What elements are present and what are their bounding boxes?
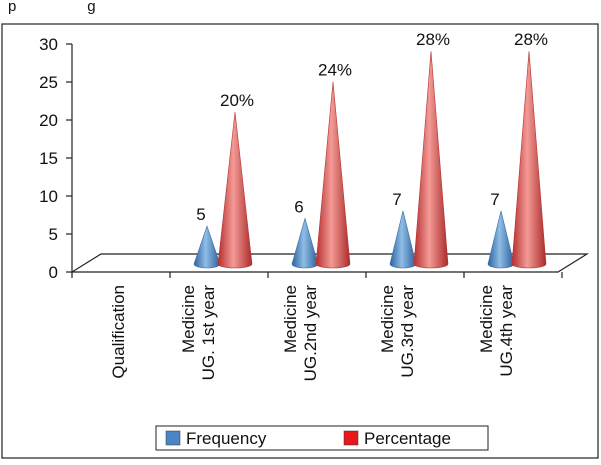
y-ticks: 0 5 10 15 20 25 30 <box>39 35 72 282</box>
data-labels: 5 6 7 7 20% 24% 28% 28% <box>196 30 548 224</box>
y-tick-label: 15 <box>39 149 58 168</box>
cones <box>193 51 547 269</box>
legend-label-frequency: Frequency <box>186 429 267 448</box>
data-label: 28% <box>416 30 450 49</box>
category-label-line: Medicine <box>378 285 397 353</box>
top-caption: p g <box>8 0 96 15</box>
category-label-line: UG. 1st year <box>199 285 218 381</box>
data-label: 5 <box>196 205 205 224</box>
y-tick-label: 10 <box>39 187 58 206</box>
y-tick-label: 30 <box>39 35 58 54</box>
cone-frequency-4 <box>487 210 515 269</box>
legend-box <box>155 425 489 451</box>
cone-percentage-4 <box>511 51 547 269</box>
category-label: MedicineUG. 1st year <box>179 285 218 381</box>
category-label: Qualification <box>109 285 128 379</box>
y-tick-label: 20 <box>39 111 58 130</box>
category-label-line: UG.4th year <box>497 285 516 377</box>
legend-swatch-percentage <box>343 430 359 446</box>
cone-percentage-1 <box>217 111 253 269</box>
y-tick-label: 0 <box>49 263 58 282</box>
legend-label-percentage: Percentage <box>364 429 451 448</box>
data-label: 7 <box>392 190 401 209</box>
y-tick-label: 25 <box>39 73 58 92</box>
category-ticks <box>71 272 563 278</box>
category-label: MedicineUG.3rd year <box>378 285 417 378</box>
data-label: 6 <box>294 197 303 216</box>
cone-frequency-1 <box>193 225 221 269</box>
chart-border <box>1 23 599 459</box>
data-label: 24% <box>318 61 352 80</box>
category-label-line: Medicine <box>477 285 496 353</box>
legend-swatch-frequency <box>165 430 181 446</box>
category-label-line: Qualification <box>109 285 128 379</box>
cone-percentage-3 <box>413 51 449 269</box>
cone-percentage-2 <box>315 81 351 269</box>
category-label-line: UG.3rd year <box>398 285 417 378</box>
category-label: MedicineUG.2nd year <box>281 285 320 382</box>
data-label: 7 <box>490 190 499 209</box>
category-label-line: UG.2nd year <box>301 285 320 382</box>
y-tick-label: 5 <box>49 225 58 244</box>
category-label-line: Medicine <box>281 285 300 353</box>
data-label: 28% <box>514 30 548 49</box>
category-label: MedicineUG.4th year <box>477 285 516 377</box>
legend: Frequency Percentage <box>155 425 489 451</box>
category-labels: Qualification MedicineUG. 1st year Medicin… <box>109 285 516 382</box>
category-label-line: Medicine <box>179 285 198 353</box>
cone-frequency-2 <box>291 217 319 269</box>
data-label: 20% <box>220 91 254 110</box>
cone-frequency-3 <box>389 210 417 269</box>
